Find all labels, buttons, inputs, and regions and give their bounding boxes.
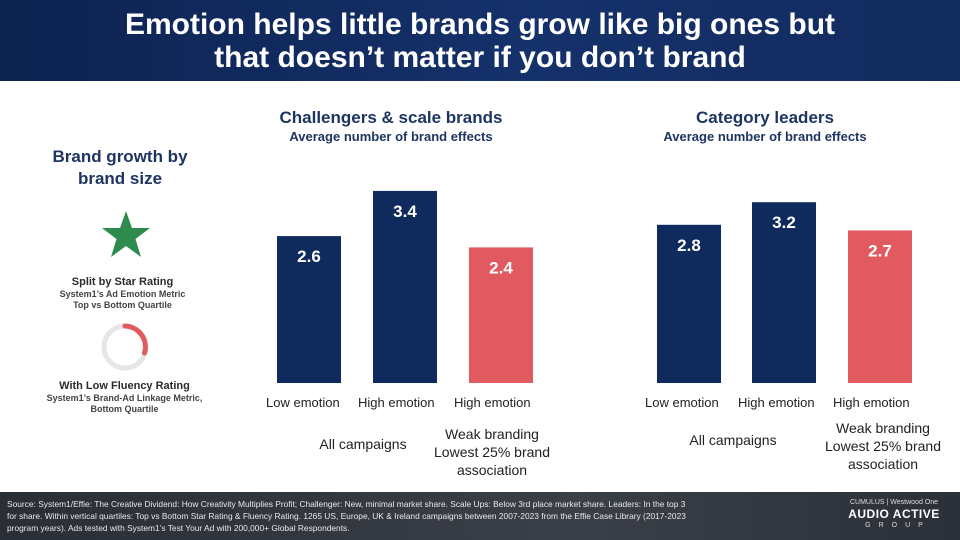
chart-1-group-weak-line-1: Weak branding (445, 426, 539, 442)
chart-1-group-weak-line-2: Lowest 25% brand (434, 444, 550, 460)
chart-1-bar-2 (373, 190, 437, 383)
chart-2-category-2: High emotion (738, 395, 815, 410)
chart-2-group-all: All campaigns (689, 432, 777, 448)
chart-2-group-weak: Weak branding Lowest 25% brand associati… (812, 419, 954, 473)
chart-1-category-2: High emotion (358, 395, 435, 410)
chart-1-value-label-3: 2.4 (489, 258, 513, 277)
chart-2-heading: Category leaders Average number of brand… (620, 108, 910, 145)
chart-2-value-label-1: 2.8 (677, 236, 701, 255)
source-line-1: Source: System1/Effie: The Creative Divi… (7, 499, 686, 509)
star-rating-sub-2: Top vs Bottom Quartile (73, 300, 172, 310)
source-note: Source: System1/Effie: The Creative Divi… (7, 498, 827, 534)
chart-1-subtitle: Average number of brand effects (289, 129, 493, 144)
chart-2-bar-2 (752, 202, 816, 383)
star-icon (101, 210, 151, 258)
chart-1-category-1: Low emotion (266, 395, 340, 410)
audio-active-group-logo: CUMULUS | Westwood One AUDIO ACTIVE GROU… (840, 498, 948, 536)
logo-top-text: CUMULUS | Westwood One (849, 499, 939, 506)
chart-2-bar-3 (848, 230, 912, 383)
chart-2-group-weak-line-1: Weak branding (836, 420, 930, 436)
page-title-line-1: Emotion helps little brands grow like bi… (124, 7, 836, 41)
fluency-rating-sub-2: Bottom Quartile (90, 404, 159, 414)
star-rating-caption: Split by Star Rating System1’s Ad Emotio… (20, 276, 225, 311)
chart-2-subtitle: Average number of brand effects (663, 129, 867, 144)
sidebar: Brand growth by brand size (20, 146, 220, 190)
sidebar-title-line-2: brand size (77, 169, 163, 188)
title-banner: Emotion helps little brands grow like bi… (0, 0, 960, 81)
chart-1-group-all: All campaigns (319, 436, 407, 452)
page-title-line-2: that doesn’t matter if you don’t brand (214, 40, 746, 74)
source-line-3: program years). Ads tested with System1’… (7, 523, 350, 533)
chart-1-group-weak-line-3: association (456, 462, 528, 478)
chart-2-category-1: Low emotion (645, 395, 719, 410)
star-rating-label: Split by Star Rating (71, 276, 174, 288)
chart-2-value-label-2: 3.2 (772, 213, 796, 232)
chart-1-heading: Challengers & scale brands Average numbe… (250, 108, 532, 145)
chart-1-bar-1 (277, 236, 341, 383)
chart-2-value-label-3: 2.7 (868, 241, 892, 260)
star-rating-sub-1: System1’s Ad Emotion Metric (59, 289, 186, 299)
fluency-rating-caption: With Low Fluency Rating System1’s Brand-… (22, 380, 227, 415)
footer: Source: System1/Effie: The Creative Divi… (0, 492, 960, 540)
chart-1-bar-3 (469, 247, 533, 383)
chart-1-value-label-1: 2.6 (297, 247, 321, 266)
gauge-icon (100, 322, 150, 372)
chart-1-value-label-2: 3.4 (393, 202, 417, 221)
source-line-2: for share. Within vertical quartiles: To… (7, 511, 686, 521)
chart-2-category-3: High emotion (833, 395, 910, 410)
chart-1-group-weak: Weak branding Lowest 25% brand associati… (426, 425, 558, 479)
fluency-rating-sub-1: System1’s Brand-Ad Linkage Metric, (46, 393, 203, 403)
chart-2-title: Category leaders (696, 108, 834, 127)
chart-2-group-weak-line-3: association (847, 456, 919, 472)
logo-sub-text: GROUP (865, 522, 931, 529)
chart-1-title: Challengers & scale brands (279, 108, 503, 127)
chart-2-group-weak-line-2: Lowest 25% brand (825, 438, 941, 454)
sidebar-title-line-1: Brand growth by (52, 147, 188, 166)
fluency-rating-label: With Low Fluency Rating (59, 380, 190, 392)
logo-main-text: AUDIO ACTIVE (848, 507, 940, 521)
chart-2-bar-1 (657, 224, 721, 383)
chart-1-category-3: High emotion (454, 395, 531, 410)
